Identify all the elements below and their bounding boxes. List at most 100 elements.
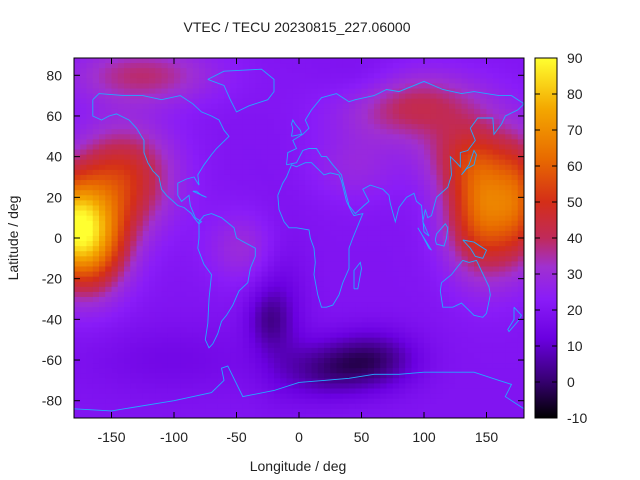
heatmap-cell <box>367 200 375 207</box>
heatmap-cell <box>417 337 425 344</box>
heatmap-cell <box>167 220 175 227</box>
heatmap-cell <box>192 307 200 313</box>
heatmap-cell <box>99 215 106 222</box>
heatmap-cell <box>211 378 219 385</box>
heatmap-cell <box>411 88 419 95</box>
heatmap-cell <box>405 241 413 247</box>
heatmap-cell <box>142 307 150 313</box>
heatmap-cell <box>411 352 419 359</box>
heatmap-cell <box>280 327 288 334</box>
heatmap-cell <box>186 180 194 186</box>
heatmap-cell <box>505 78 513 85</box>
heatmap-cell <box>74 302 81 308</box>
heatmap-cell <box>124 210 131 217</box>
heatmap-cell <box>211 230 219 237</box>
heatmap-cell <box>367 190 375 196</box>
heatmap-cell <box>486 342 494 349</box>
heatmap-cell <box>217 408 225 415</box>
heatmap-cell <box>117 73 125 79</box>
heatmap-cell <box>224 215 231 222</box>
heatmap-cell <box>174 373 181 379</box>
heatmap-cell <box>449 93 456 100</box>
heatmap-cell <box>230 88 238 95</box>
heatmap-cell <box>255 119 263 125</box>
heatmap-cell <box>292 352 300 359</box>
heatmap-cell <box>392 200 400 207</box>
heatmap-cell <box>292 180 300 186</box>
heatmap-cell <box>424 276 431 283</box>
heatmap-cell <box>92 408 100 415</box>
heatmap-cell <box>205 332 213 339</box>
heatmap-cell <box>180 98 188 105</box>
heatmap-cell <box>274 398 281 405</box>
heatmap-cell <box>274 83 281 90</box>
heatmap-cell <box>149 134 156 140</box>
heatmap-cell <box>249 98 256 105</box>
heatmap-cell <box>311 317 319 323</box>
heatmap-cell <box>499 220 506 227</box>
heatmap-cell <box>105 383 113 390</box>
heatmap-cell <box>386 58 394 64</box>
heatmap-cell <box>324 78 331 85</box>
heatmap-cell <box>380 108 388 115</box>
heatmap-cell <box>317 347 325 354</box>
heatmap-cell <box>411 342 419 349</box>
heatmap-cell <box>92 225 100 232</box>
heatmap-cell <box>374 200 381 207</box>
heatmap-cell <box>461 139 469 146</box>
heatmap-cell <box>161 103 169 110</box>
heatmap-cell <box>267 235 275 242</box>
heatmap-cell <box>155 403 163 410</box>
heatmap-cell <box>205 342 213 349</box>
heatmap-cell <box>380 73 388 79</box>
heatmap-cell <box>399 378 406 385</box>
heatmap-cell <box>267 403 275 410</box>
heatmap-cell <box>142 266 150 273</box>
heatmap-cell <box>349 108 356 115</box>
heatmap-cell <box>349 347 356 354</box>
heatmap-cell <box>86 88 94 95</box>
heatmap-cell <box>330 169 338 176</box>
heatmap-cell <box>205 261 213 268</box>
heatmap-cell <box>255 256 263 262</box>
heatmap-cell <box>192 276 200 283</box>
heatmap-cell <box>86 413 94 418</box>
heatmap-cell <box>436 185 444 191</box>
heatmap-cell <box>174 368 181 374</box>
heatmap-cell <box>449 363 456 369</box>
heatmap-cell <box>461 103 469 110</box>
heatmap-cell <box>361 327 369 334</box>
heatmap-cell <box>286 337 294 344</box>
heatmap-cell <box>361 276 369 283</box>
heatmap-cell <box>442 124 450 130</box>
heatmap-cell <box>124 88 131 95</box>
heatmap-cell <box>417 388 425 395</box>
heatmap-cell <box>92 373 100 379</box>
heatmap-cell <box>80 256 88 262</box>
heatmap-cell <box>105 58 113 64</box>
heatmap-cell <box>417 108 425 115</box>
heatmap-cell <box>86 271 94 278</box>
heatmap-cell <box>224 317 231 323</box>
heatmap-cell <box>111 383 119 390</box>
heatmap-cell <box>380 241 388 247</box>
heatmap-cell <box>361 83 369 90</box>
heatmap-cell <box>392 195 400 201</box>
heatmap-cell <box>161 312 169 318</box>
heatmap-cell <box>499 149 506 156</box>
heatmap-cell <box>417 124 425 130</box>
heatmap-cell <box>342 312 350 318</box>
heatmap-cell <box>349 185 356 191</box>
heatmap-cell <box>99 322 106 329</box>
heatmap-cell <box>336 307 344 313</box>
heatmap-cell <box>374 103 381 110</box>
heatmap-cell <box>267 108 275 115</box>
heatmap-cell <box>105 113 113 120</box>
heatmap-cell <box>124 68 131 74</box>
heatmap-cell <box>324 235 331 242</box>
heatmap-cell <box>280 235 288 242</box>
heatmap-cell <box>280 73 288 79</box>
heatmap-cell <box>105 144 113 151</box>
heatmap-cell <box>124 388 131 395</box>
heatmap-cell <box>374 225 381 232</box>
